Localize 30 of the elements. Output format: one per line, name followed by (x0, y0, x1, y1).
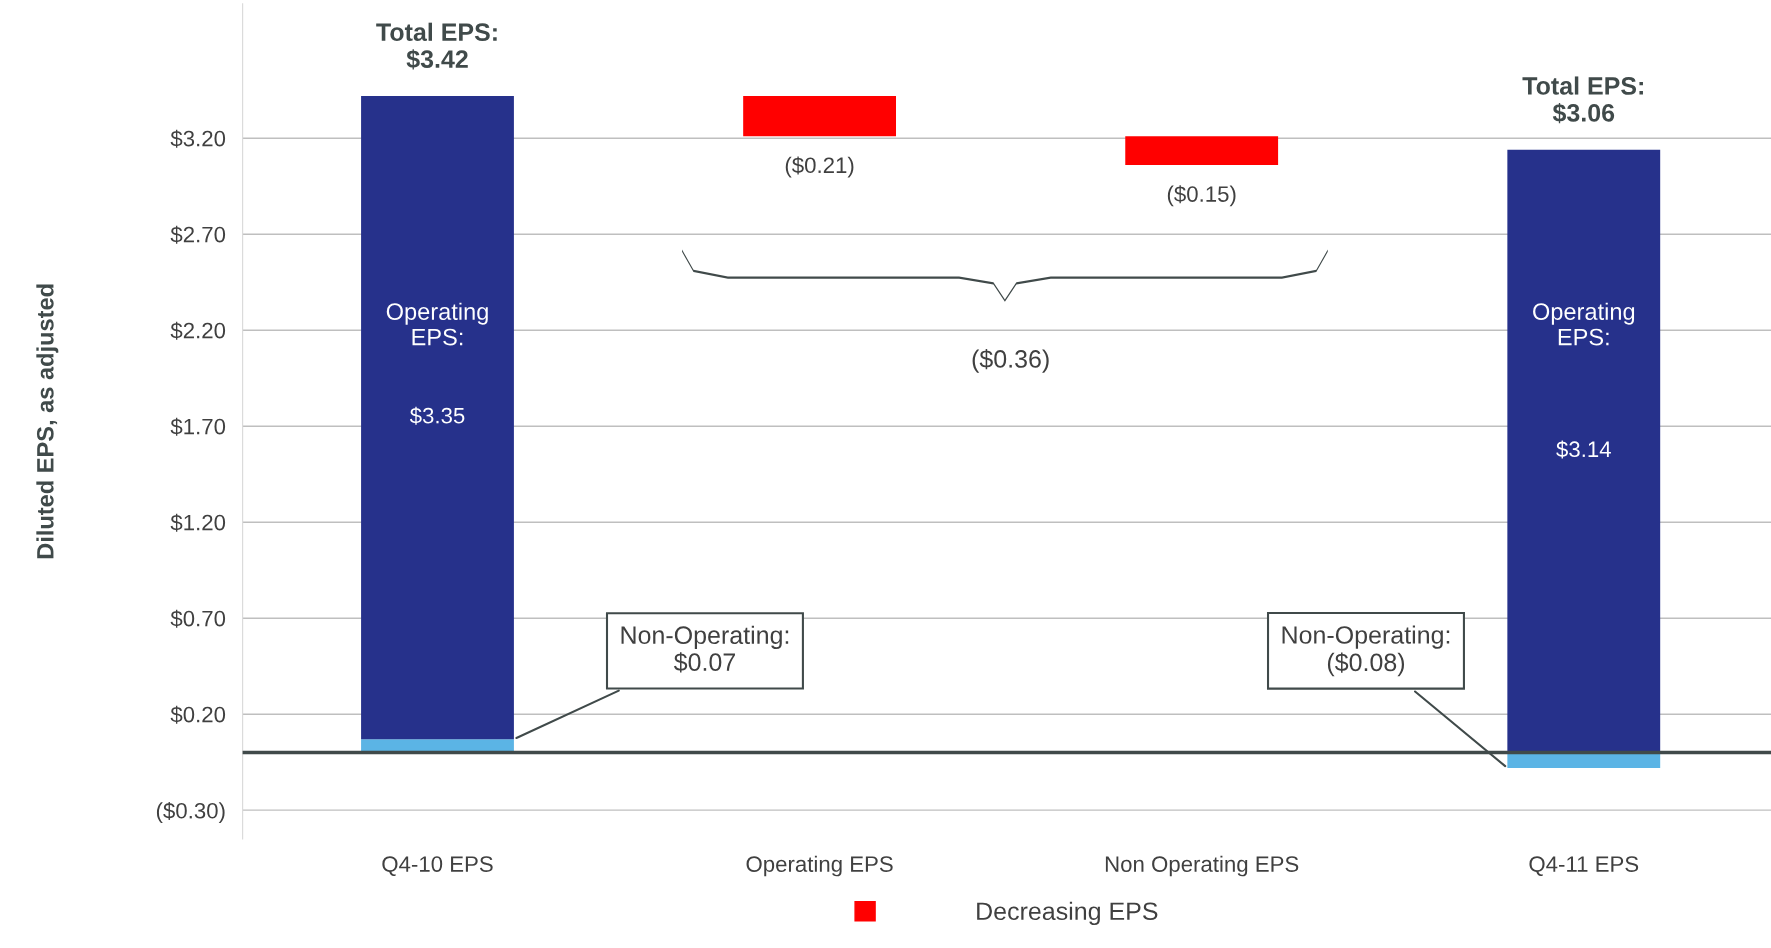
data-label: Non-Operating: $0.07 (621, 625, 789, 673)
y-tick-label: $0.20 (170, 705, 226, 724)
bar (1507, 752, 1661, 768)
y-tick-label: $2.70 (170, 225, 226, 244)
y-tick-label: $0.70 (170, 609, 226, 628)
total-label: Total EPS: $3.42 (376, 22, 497, 70)
annotation: Operating EPS: (386, 302, 488, 346)
data-label: $3.14 (1556, 440, 1611, 459)
total-label: Total EPS: $3.06 (1522, 76, 1643, 124)
data-label: ($0.15) (1167, 185, 1236, 207)
annotation: ($0.36) (972, 349, 1049, 373)
bar (1507, 149, 1661, 753)
y-tick-label: $2.20 (170, 321, 226, 340)
text: Decreasing EPS (977, 901, 1158, 926)
data-label: ($0.21) (785, 156, 854, 178)
y-axis-title: Diluted EPS, as adjusted (36, 284, 59, 559)
data-label: $3.35 (409, 406, 465, 425)
y-tick-label: $3.20 (170, 129, 226, 148)
bar (361, 95, 514, 740)
bar (743, 95, 897, 137)
y-tick-label: ($0.30) (156, 801, 225, 823)
x-tick-label: Non Operating EPS (1105, 855, 1299, 877)
x-tick-label: Q4-10 EPS (382, 856, 493, 876)
y-tick-label: $1.70 (170, 417, 226, 436)
x-tick-label: Q4-11 EPS (1529, 856, 1639, 876)
x-tick-label: Operating EPS (746, 855, 893, 877)
data-label: Non-Operating: ($0.08) (1282, 625, 1450, 677)
annotation: Operating EPS: (1533, 302, 1635, 346)
y-tick-label: $1.20 (170, 513, 226, 532)
bar (1125, 136, 1279, 166)
